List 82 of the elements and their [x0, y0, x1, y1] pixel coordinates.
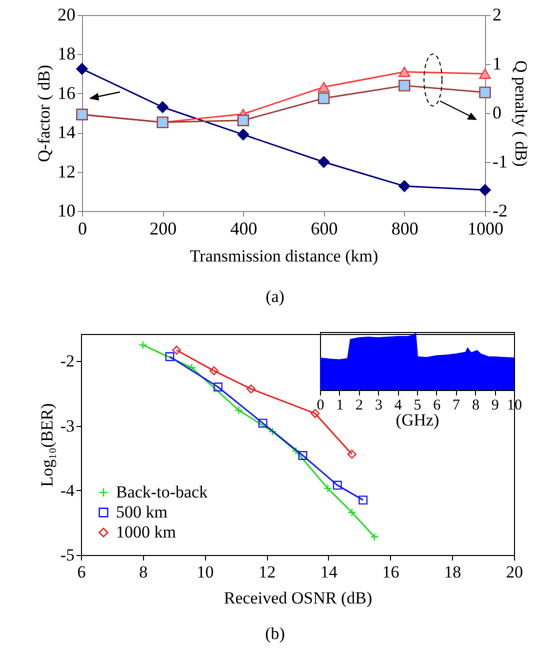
point: [318, 82, 330, 92]
x-tick-label: 9: [491, 398, 499, 414]
x-tick-label: 3: [374, 398, 382, 414]
text: (a): [264, 287, 286, 307]
point: [292, 446, 300, 456]
y2-tick-label: 1: [492, 54, 502, 74]
legend-label: Back-to-back: [116, 482, 208, 502]
y-tick-label: 18: [58, 44, 76, 64]
x-tick-label: 200: [150, 218, 177, 238]
x-tick-label: 16: [382, 562, 400, 582]
legend-label: 500 km: [116, 502, 168, 522]
point: [237, 114, 250, 126]
y-tick-label: -3: [60, 416, 74, 436]
x-tick-label: 18: [444, 562, 462, 582]
y2-tick-label: 2: [492, 4, 502, 24]
point: [318, 156, 330, 168]
y-tick-label: 14: [58, 122, 76, 142]
x-tick-label: 10: [196, 562, 214, 582]
y-tick-label: -2: [60, 352, 74, 371]
point: [138, 340, 148, 350]
point: [358, 496, 368, 505]
y-tick-label: -5: [60, 546, 74, 564]
point: [165, 352, 174, 362]
x-tick-label: 400: [230, 218, 258, 238]
y-tick-label: 20: [58, 4, 76, 24]
x-tick-label: 1: [336, 398, 344, 414]
point: [210, 366, 218, 376]
point: [398, 80, 410, 92]
x-tick-label: 8: [472, 398, 480, 414]
x-tick-label: 8: [139, 562, 148, 582]
point: [347, 450, 356, 459]
point: [310, 409, 320, 418]
point: [156, 101, 168, 113]
text: (b): [264, 624, 286, 644]
x-axis-title: (GHz): [396, 410, 440, 430]
x-tick-label: 0: [316, 398, 324, 414]
point: [187, 363, 196, 372]
point: [234, 406, 244, 415]
point: [370, 532, 379, 542]
point: [246, 384, 256, 394]
x-tick-label: 12: [258, 562, 276, 582]
x-tick-label: 14: [320, 562, 338, 582]
y-tick-label: 12: [58, 161, 76, 182]
point: [214, 382, 222, 392]
point: [398, 66, 410, 77]
point: [318, 92, 330, 104]
point: [479, 68, 491, 79]
point: [348, 508, 356, 517]
point: [237, 128, 250, 140]
x-tick-label: 6: [433, 398, 442, 414]
x-tick-label: 800: [391, 218, 418, 238]
y2-axis-title: Q penalty ( dB): [511, 60, 530, 167]
point: [324, 484, 332, 493]
point: [268, 427, 277, 436]
x-tick-label: 7: [452, 398, 461, 414]
y2-tick-label: -1: [492, 152, 508, 172]
y2-tick-label: 0: [492, 102, 502, 122]
point: [398, 180, 410, 192]
point: [332, 480, 342, 490]
x-tick-label: 600: [310, 218, 338, 238]
y-axis-title: Log₁₀(BER): [37, 403, 56, 487]
point: [76, 63, 88, 75]
y-tick-label: 16: [58, 82, 76, 103]
point: [479, 184, 491, 196]
x-tick-label: 5: [414, 398, 422, 414]
x-axis-title: Transmission distance (km): [190, 246, 378, 266]
y2-tick-label: -2: [492, 200, 508, 220]
point: [172, 346, 182, 355]
y-tick-label: -4: [60, 480, 75, 500]
legend-label: 1000 km: [116, 522, 176, 542]
x-tick-label: 4: [394, 398, 402, 414]
x-tick-label: 20: [506, 562, 523, 582]
point: [258, 418, 268, 428]
point: [298, 451, 308, 460]
point: [479, 86, 491, 98]
x-tick-label: 0: [78, 218, 87, 238]
x-tick-label: 2: [356, 398, 364, 414]
x-tick-label: 1000: [468, 218, 504, 238]
y-tick-label: 10: [58, 200, 76, 220]
y-axis-title: Q-factor ( dB): [34, 64, 54, 162]
x-axis-title: Received OSNR (dB): [224, 588, 372, 608]
x-tick-label: 6: [77, 562, 86, 582]
